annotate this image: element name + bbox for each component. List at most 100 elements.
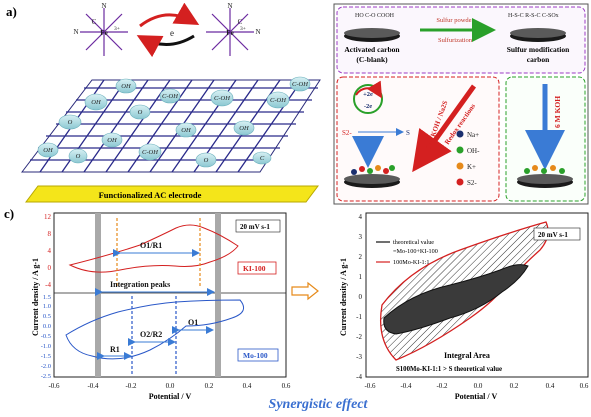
panel-a: a) Functionalized AC electrode OH OH OH …	[6, 2, 321, 203]
xtick-left: 0.2	[205, 382, 214, 390]
cooh-label: C-OH	[142, 149, 158, 156]
xtick-right: 0.0	[474, 382, 483, 390]
o-label: O	[68, 119, 73, 126]
xtick-left: 0.4	[243, 382, 252, 390]
ytick-bottom: 0.5	[43, 313, 51, 320]
sulfur-mod-label: Sulfur modification	[507, 45, 570, 54]
n-label: N	[255, 28, 260, 36]
ytick-top: -4	[45, 281, 51, 289]
redox-arrow	[412, 84, 477, 173]
panel-c: c) O1/R1 Integration peaks O2/R2 O1 R1 2	[4, 206, 589, 412]
ytick-right: -1	[356, 313, 362, 321]
panel-c-label: c)	[4, 206, 14, 221]
legend-s2: S2-	[467, 179, 477, 187]
ytick-bottom: 1.5	[43, 294, 51, 301]
ion-dots	[351, 165, 395, 175]
r1-label: R1	[110, 345, 120, 354]
ferricyanide-right	[206, 8, 254, 56]
ion-legend: Na+ OH- K+ S2-	[456, 130, 480, 187]
ytick-top: 0	[48, 264, 52, 272]
oh-label: OH	[91, 99, 101, 106]
n-label: N	[73, 28, 78, 36]
electron-arrow-bottom	[136, 34, 195, 58]
ytick-right: 2	[359, 253, 363, 261]
cooh-label: C-OH	[162, 93, 178, 100]
ferricyanide-left	[80, 8, 128, 56]
xtick-right: -0.2	[436, 382, 448, 390]
c-blank-label: (C-blank)	[356, 55, 388, 64]
xtick-right: 0.4	[546, 382, 555, 390]
xtick-right: 0.2	[510, 382, 519, 390]
sulfur-mod-label-2: carbon	[527, 55, 550, 64]
xtick-right: 0.6	[580, 382, 589, 390]
legend-oh: OH-	[467, 147, 480, 155]
cooh-label: C-OH	[214, 95, 230, 102]
sulfur-powder-label: Sulfur powder	[436, 17, 474, 24]
xtick-left: 0.6	[282, 382, 291, 390]
ki-100-curve	[68, 224, 239, 273]
xtick-right: -0.6	[364, 382, 376, 390]
legend-measured: 100Mo-KI-1:1	[393, 259, 429, 266]
ytick-bottom: -2.0	[41, 363, 51, 370]
koh-ion-dots	[524, 165, 565, 174]
ytick-top: 8	[48, 230, 52, 238]
oh-label: OH	[239, 125, 249, 132]
scan-rate-box-right	[533, 227, 581, 241]
integration-label: Integration peaks	[110, 280, 170, 289]
oh-label: OH	[121, 83, 131, 90]
xtick-left: -0.2	[125, 382, 137, 390]
ki-label-box	[237, 261, 277, 275]
electron-arrow-top	[139, 2, 200, 28]
left-xlabel: Potential / V	[149, 392, 192, 401]
ytick-right: -4	[356, 373, 362, 381]
o2r2-label: O2/R2	[140, 330, 162, 339]
transition-arrow	[291, 281, 319, 301]
ytick-bottom: -2.5	[41, 373, 51, 380]
redox-cycle-top	[355, 80, 383, 99]
activated-carbon-label: Activated carbon	[344, 45, 400, 54]
xtick-left: -0.6	[48, 382, 60, 390]
s2-label: S2-	[342, 129, 352, 137]
sulfur-disk-top	[510, 28, 566, 38]
cooh-label: C-OH	[292, 81, 308, 88]
legend-theory-2: =Mo-100+KI-100	[393, 248, 438, 255]
fe-label: Fe	[226, 29, 233, 37]
ytick-bottom: 0.0	[43, 323, 51, 330]
n-label: N	[101, 2, 106, 10]
scan-rate-label: 20 mV s-1	[240, 223, 270, 231]
legend-theory-1: theoretical value	[393, 239, 434, 246]
synergy-title: Synergistic effect	[269, 397, 369, 412]
fe-charge: 3+	[114, 26, 120, 32]
panel-b: b) HO C-O COOH Activated carbon (C-blank…	[333, 3, 589, 205]
xtick-right: -0.4	[400, 382, 412, 390]
fe-label: Fe	[100, 29, 107, 37]
ytick-right: 3	[359, 233, 363, 241]
right-xlabel: Potential / V	[455, 392, 498, 401]
o-label: O	[76, 153, 81, 160]
ytick-bottom: -1.0	[41, 343, 51, 350]
scan-rate-box	[235, 219, 281, 233]
mo-label-box	[237, 348, 279, 362]
o1r1-label: O1/R1	[140, 241, 162, 250]
right-ylabel: Current density / A g-1	[339, 258, 348, 336]
oh-label: OH	[107, 137, 117, 144]
mo-100-label: Mo-100	[243, 351, 268, 360]
n-label: N	[227, 2, 232, 10]
o1-label: O1	[188, 318, 198, 327]
koh-label: 6 M KOH	[553, 96, 562, 128]
ytick-right: -3	[356, 353, 362, 361]
ytick-bottom: -0.5	[41, 333, 51, 340]
ytick-bottom: 1.0	[43, 303, 51, 310]
c-label: C	[238, 18, 243, 26]
o-label: O	[204, 157, 209, 164]
ytick-right: -2	[356, 333, 362, 341]
oxygen-groups	[37, 76, 311, 168]
electrode-label: Functionalized AC electrode	[99, 190, 202, 200]
o-label: O	[138, 109, 143, 116]
left-ylabel: Current density / A g-1	[31, 258, 40, 336]
co-label: C	[260, 155, 265, 162]
oh-label: OH	[43, 147, 53, 154]
ki-100-label: KI-100	[243, 264, 266, 273]
xtick-left: -0.4	[87, 382, 99, 390]
